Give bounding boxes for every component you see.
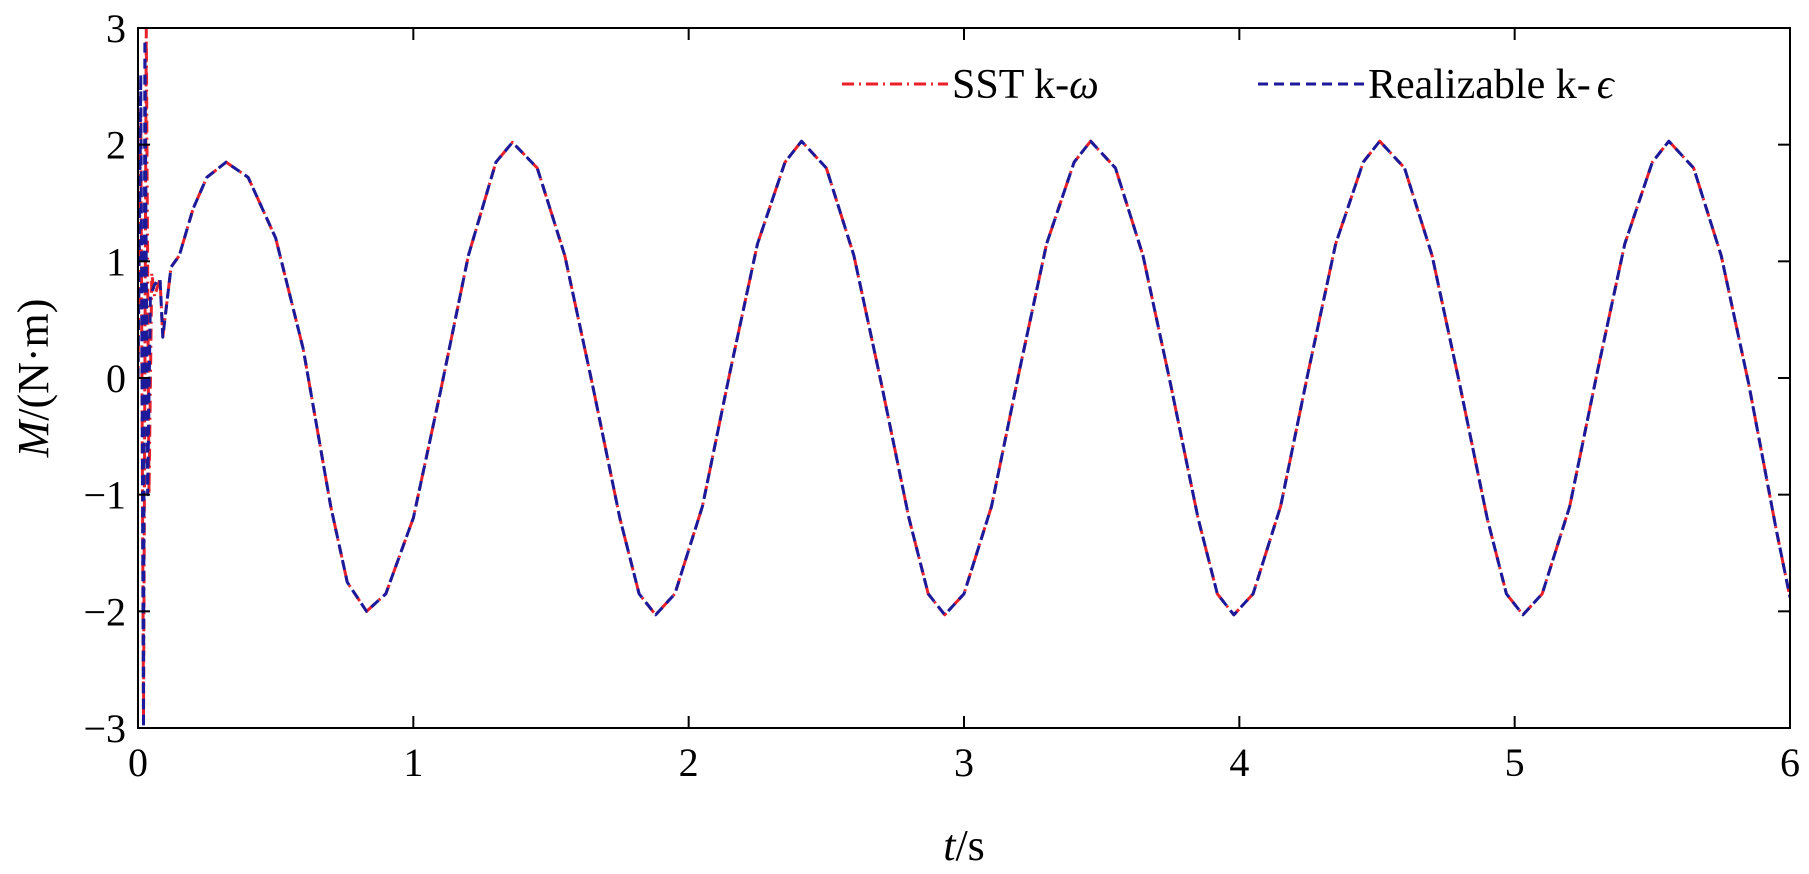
tick-layer: 0 1 2 3 4 5 6 3 2 1 0 −1 −2 −3 <box>83 6 1800 785</box>
y-axis-symbol: M <box>9 418 58 458</box>
x-axis-symbol: t <box>943 821 957 870</box>
y-axis-label: M/(N·m) <box>9 299 58 459</box>
y-tick-label: 3 <box>106 6 126 51</box>
series-line-realizable-k-epsilon <box>138 38 1790 728</box>
legend-symbol-omega: ω <box>1069 62 1099 108</box>
y-tick-label: 2 <box>106 123 126 168</box>
x-tick-label: 6 <box>1780 740 1800 785</box>
x-axis-unit: /s <box>955 821 984 870</box>
legend-label-sst: SST k-ω <box>952 62 1099 108</box>
y-tick-label: 1 <box>106 239 126 284</box>
series-layer <box>138 28 1790 728</box>
x-tick-label: 5 <box>1505 740 1525 785</box>
x-tick-label: 4 <box>1229 740 1249 785</box>
y-tick-label: −2 <box>83 589 126 634</box>
legend-text-sst: SST k- <box>952 62 1069 108</box>
y-tick-label: −3 <box>83 706 126 751</box>
legend: SST k-ω Realizable k-ϵ <box>842 62 1616 108</box>
legend-label-realizable: Realizable k-ϵ <box>1368 62 1616 108</box>
x-tick-label: 3 <box>954 740 974 785</box>
y-tick-label: 0 <box>106 356 126 401</box>
legend-text-realizable: Realizable k- <box>1368 62 1591 108</box>
legend-symbol-epsilon: ϵ <box>1597 62 1616 108</box>
x-tick-label: 2 <box>679 740 699 785</box>
y-axis-unit: /(N·m) <box>9 299 58 421</box>
x-tick-label: 1 <box>403 740 423 785</box>
x-tick-label: 0 <box>128 740 148 785</box>
y-tick-label: −1 <box>83 473 126 518</box>
x-axis-label: t/s <box>943 821 985 870</box>
